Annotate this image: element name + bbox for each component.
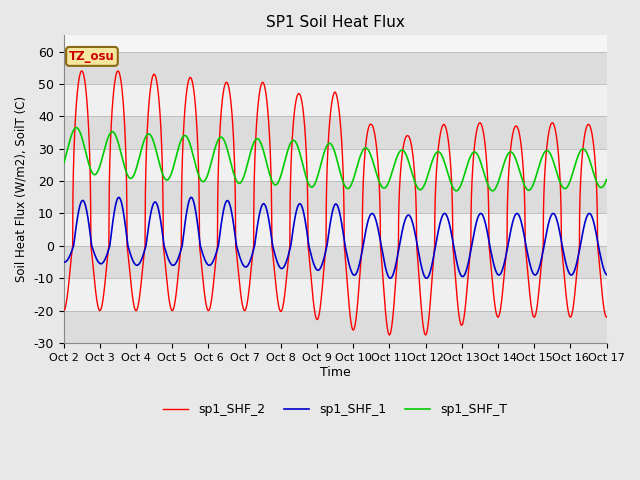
sp1_SHF_T bbox=[176, 141, 184, 146]
Bar bbox=[63, 116, 607, 149]
sp1_SHF_T bbox=[72, 125, 80, 131]
Line: sp1_SHF_1: sp1_SHF_1 bbox=[63, 197, 607, 278]
sp1_SHF_2 bbox=[60, 308, 67, 313]
Bar bbox=[63, 149, 607, 181]
sp1_SHF_2 bbox=[603, 314, 611, 320]
sp1_SHF_2 bbox=[78, 68, 86, 74]
sp1_SHF_2 bbox=[487, 265, 495, 271]
Text: TZ_osu: TZ_osu bbox=[69, 50, 115, 63]
X-axis label: Time: Time bbox=[320, 365, 351, 379]
sp1_SHF_1 bbox=[60, 259, 67, 265]
sp1_SHF_2 bbox=[422, 332, 429, 338]
Bar bbox=[63, 181, 607, 214]
Bar bbox=[63, 214, 607, 246]
sp1_SHF_T bbox=[410, 177, 418, 182]
sp1_SHF_T bbox=[601, 181, 609, 187]
sp1_SHF_1 bbox=[387, 276, 394, 281]
sp1_SHF_1 bbox=[410, 226, 418, 231]
sp1_SHF_1 bbox=[170, 262, 178, 268]
Bar bbox=[63, 278, 607, 311]
Y-axis label: Soil Heat Flux (W/m2), SoilT (C): Soil Heat Flux (W/m2), SoilT (C) bbox=[15, 96, 28, 282]
sp1_SHF_1 bbox=[603, 272, 611, 277]
sp1_SHF_T bbox=[603, 177, 611, 182]
Bar bbox=[63, 84, 607, 116]
sp1_SHF_1 bbox=[487, 250, 495, 255]
sp1_SHF_2 bbox=[263, 99, 271, 105]
Line: sp1_SHF_2: sp1_SHF_2 bbox=[63, 71, 607, 335]
sp1_SHF_T bbox=[60, 161, 67, 167]
sp1_SHF_1 bbox=[176, 251, 184, 257]
Bar bbox=[63, 311, 607, 343]
sp1_SHF_T bbox=[487, 187, 495, 193]
sp1_SHF_2 bbox=[601, 310, 609, 316]
sp1_SHF_1 bbox=[601, 269, 609, 275]
Bar bbox=[63, 246, 607, 278]
Legend: sp1_SHF_2, sp1_SHF_1, sp1_SHF_T: sp1_SHF_2, sp1_SHF_1, sp1_SHF_T bbox=[158, 398, 512, 421]
sp1_SHF_1 bbox=[188, 194, 195, 200]
Bar bbox=[63, 51, 607, 84]
Title: SP1 Soil Heat Flux: SP1 Soil Heat Flux bbox=[266, 15, 404, 30]
sp1_SHF_2 bbox=[170, 303, 178, 309]
Line: sp1_SHF_T: sp1_SHF_T bbox=[63, 128, 607, 191]
sp1_SHF_2 bbox=[176, 255, 184, 261]
sp1_SHF_T bbox=[170, 161, 178, 167]
sp1_SHF_2 bbox=[410, 163, 418, 169]
sp1_SHF_T bbox=[263, 161, 271, 167]
sp1_SHF_T bbox=[489, 188, 497, 193]
sp1_SHF_1 bbox=[263, 208, 271, 214]
